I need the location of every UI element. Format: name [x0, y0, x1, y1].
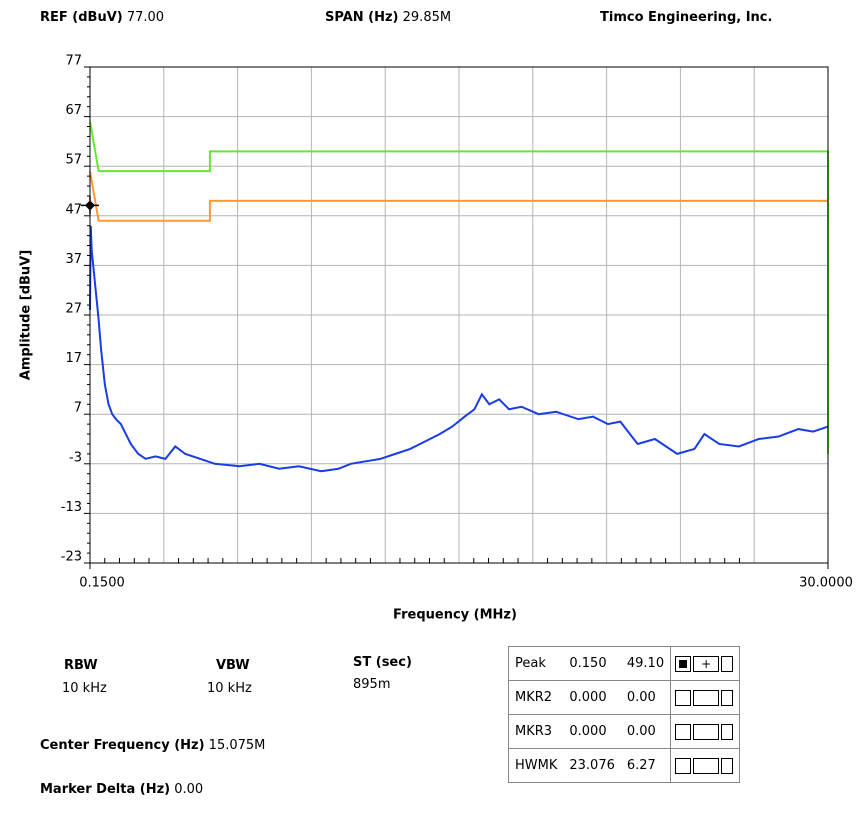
marker-controls [670, 748, 741, 783]
show-checkbox[interactable] [675, 655, 692, 672]
rbw-value: 10 kHz [62, 681, 107, 696]
show-checkbox[interactable] [675, 689, 692, 706]
trace [89, 225, 829, 473]
marker-cell: 23.076 [563, 748, 621, 783]
marker-cell: MKR3 [508, 714, 564, 749]
show-checkbox[interactable] [675, 723, 692, 740]
y-tick-label: -23 [61, 550, 82, 565]
lock[interactable] [721, 723, 734, 740]
chart: Frequency (MHz) Amplitude [dBuV] -23 -13 -… [19, 54, 853, 623]
show-checkbox[interactable] [675, 757, 692, 774]
lock[interactable] [721, 689, 734, 706]
marker-cell: 6.27 [620, 748, 672, 783]
center-value: 15.075M [208, 738, 266, 753]
y-tick-label: 37 [65, 252, 82, 267]
marker-cell: 0.00 [620, 680, 672, 715]
marker-cell: 0.000 [563, 680, 621, 715]
x-axis-label: Frequency (MHz) [393, 608, 517, 623]
marker-row: MKR3 0.000 0.00 [508, 714, 741, 749]
lock[interactable] [721, 757, 734, 774]
st-value: 895m [353, 677, 391, 692]
rbw-label: RBW [64, 658, 98, 673]
span-label: SPAN (Hz) [325, 10, 399, 25]
x-tick-label: 30.0000 [799, 576, 853, 591]
marker-toggle[interactable] [693, 689, 720, 706]
marker-cell: MKR2 [508, 680, 564, 715]
center-label: Center Frequency (Hz) [40, 738, 205, 753]
vbw-label: VBW [216, 658, 250, 673]
plot-frame [89, 66, 829, 564]
y-tick-label: 77 [65, 54, 82, 69]
marker-row: Peak 0.150 49.10 + [508, 646, 741, 681]
y-tick-label: 57 [65, 153, 82, 168]
marker-controls [670, 680, 741, 715]
marker-cell: 0.150 [563, 646, 621, 681]
delta: Marker Delta (Hz) 0.00 [40, 782, 203, 797]
st-label: ST (sec) [353, 655, 412, 670]
marker-toggle[interactable]: + [693, 655, 720, 672]
marker-toggle[interactable] [693, 757, 720, 774]
ref: REF (dBuV) 77.00 [40, 10, 164, 25]
marker-cell: 0.000 [563, 714, 621, 749]
vbw-value: 10 kHz [207, 681, 252, 696]
x-tick-label: 0.1500 [79, 576, 125, 591]
y-tick-label: 67 [65, 103, 82, 118]
marker-cell: Peak [508, 646, 564, 681]
delta-value: 0.00 [174, 782, 204, 797]
center: Center Frequency (Hz) 15.075M [40, 738, 265, 753]
marker-toggle[interactable] [693, 723, 720, 740]
ref-value: 77.00 [126, 10, 165, 25]
y-axis-label: Amplitude [dBuV] [19, 250, 34, 380]
marker-row: HWMK 23.076 6.27 [508, 748, 741, 783]
lock[interactable] [721, 655, 734, 672]
markers-table: Peak 0.150 49.10 + MKR2 0.000 0.00 MKR3 0.000 0.0… [508, 646, 741, 783]
marker-cell: HWMK [508, 748, 564, 783]
delta-label: Marker Delta (Hz) [40, 782, 171, 797]
span: SPAN (Hz) 29.85M [325, 10, 451, 25]
y-tick-label: 27 [65, 302, 82, 317]
marker-cell: 49.10 [620, 646, 672, 681]
company: Timco Engineering, Inc. [600, 10, 773, 25]
y-tick-label: 17 [65, 351, 82, 366]
y-tick-label: 7 [74, 401, 82, 416]
y-tick-label: -13 [61, 500, 82, 515]
marker-controls: + [670, 646, 741, 681]
marker-cell: 0.00 [620, 714, 672, 749]
span-value: 29.85M [402, 10, 452, 25]
marker-row: MKR2 0.000 0.00 [508, 680, 741, 715]
y-tick-label: -3 [69, 450, 82, 465]
y-tick-label: 47 [65, 202, 82, 217]
marker-controls [670, 714, 741, 749]
ref-label: REF (dBuV) [40, 10, 123, 25]
trace [89, 170, 828, 222]
